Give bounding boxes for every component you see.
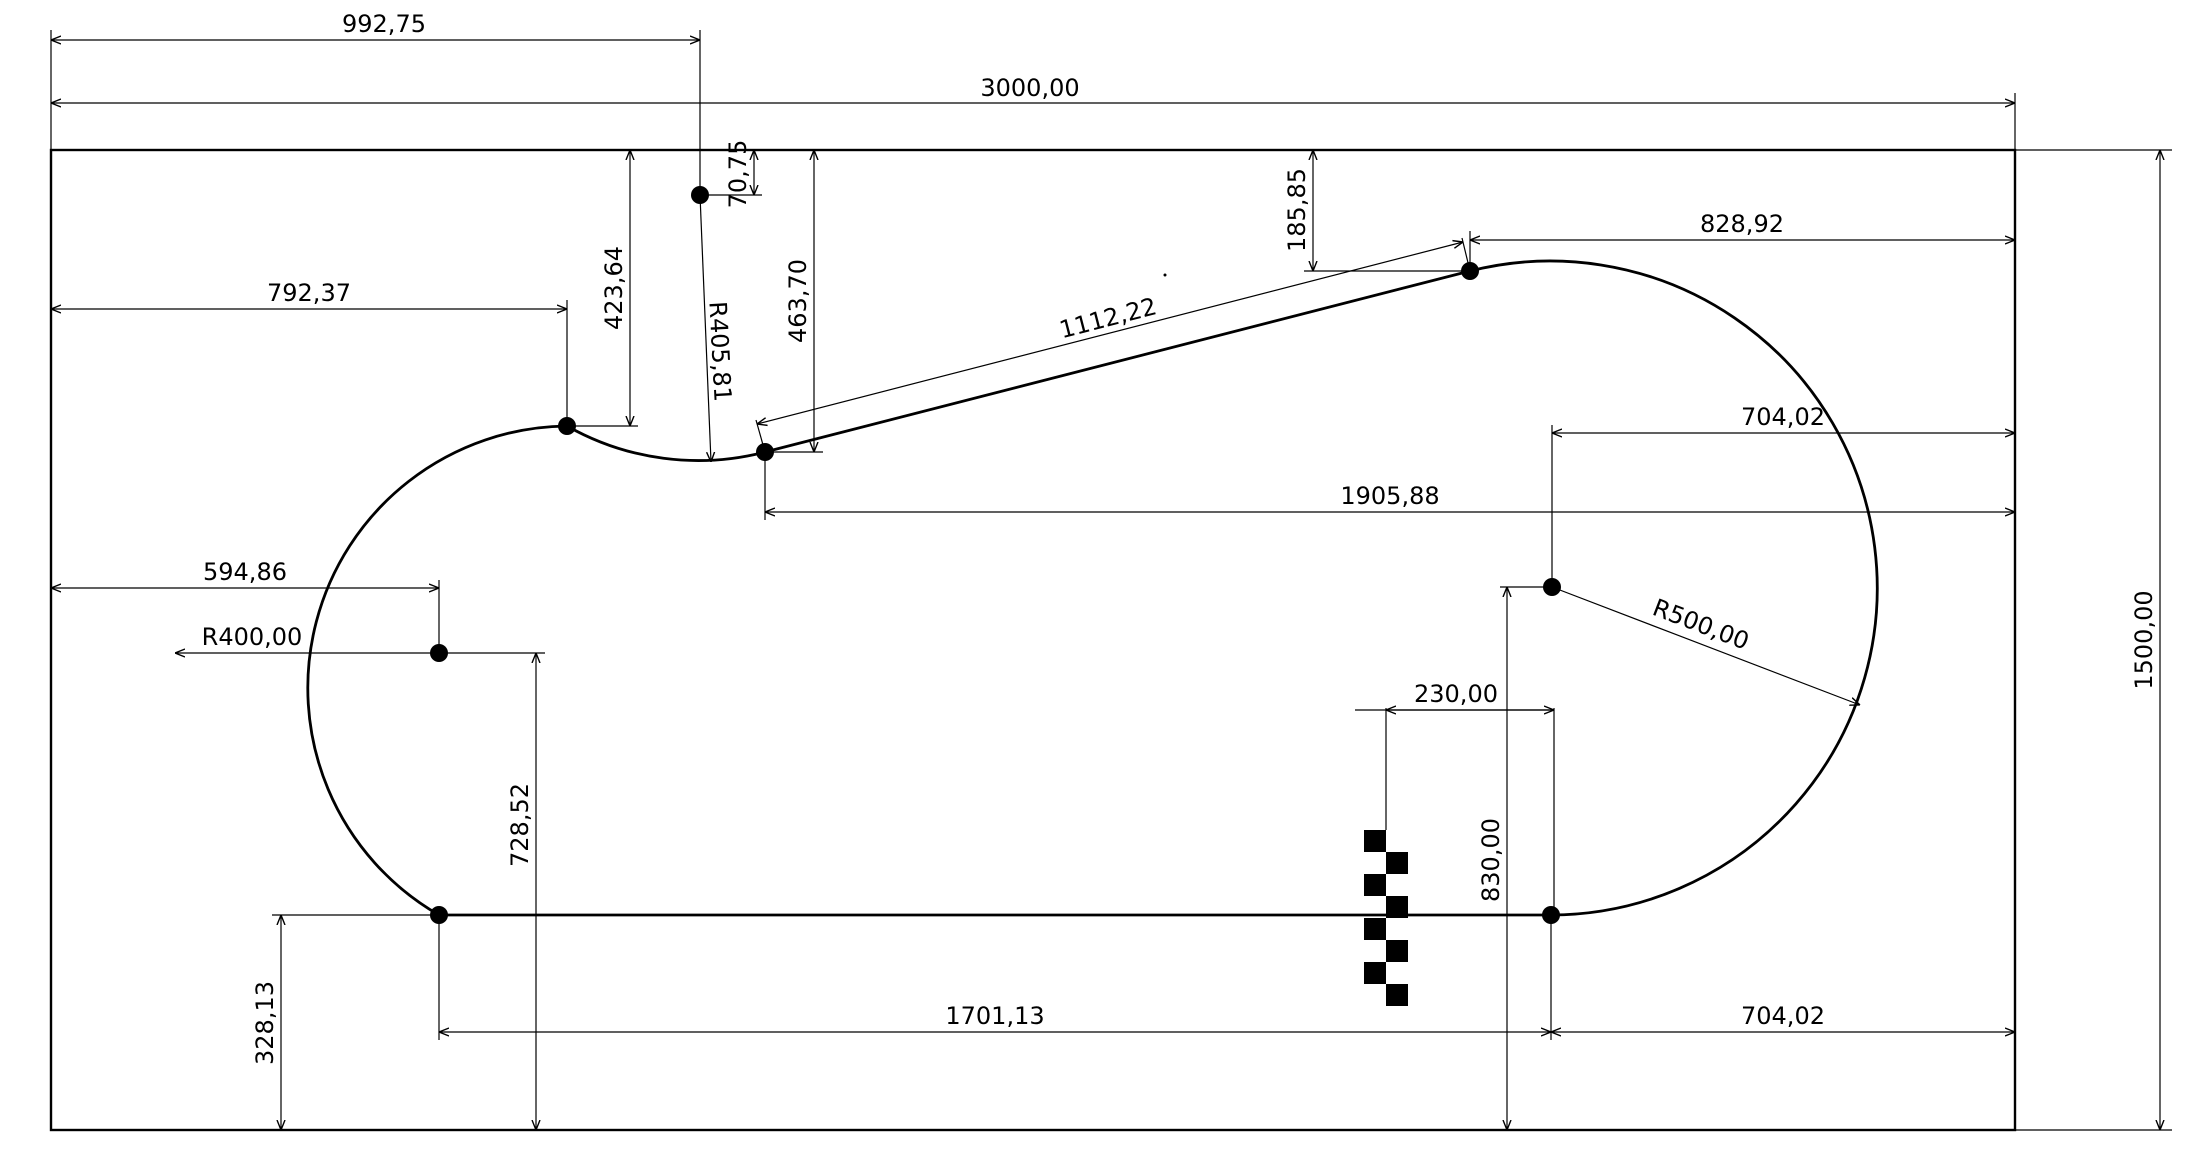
dim-r500: R500,00 xyxy=(1649,593,1753,655)
dimension-lines xyxy=(50,30,2172,1131)
dim-463: 463,70 xyxy=(784,259,812,343)
dim-728: 728,52 xyxy=(506,783,534,867)
dim-70: 70,75 xyxy=(724,140,752,209)
dimension-labels: 992,75 3000,00 1500,00 70,75 R405,81 423… xyxy=(202,10,2158,1065)
dim-1112: 1112,22 xyxy=(1056,292,1159,344)
dim-1500: 1500,00 xyxy=(2130,590,2158,689)
dim-594: 594,86 xyxy=(203,558,287,586)
dim-992: 992,75 xyxy=(342,10,426,38)
dim-3000: 3000,00 xyxy=(980,74,1079,102)
dim-328: 328,13 xyxy=(251,981,279,1065)
board-outline xyxy=(49,148,2017,1132)
dim-828: 828,92 xyxy=(1700,210,1784,238)
finish-line-flag xyxy=(1364,830,1408,1006)
dim-r405: R405,81 xyxy=(703,301,736,403)
dim-185: 185,85 xyxy=(1283,168,1311,252)
dim-830: 830,00 xyxy=(1477,818,1505,902)
dim-1905: 1905,88 xyxy=(1340,482,1439,510)
dim-792: 792,37 xyxy=(267,279,351,307)
dim-704-upper: 704,02 xyxy=(1741,403,1825,431)
stray-mark xyxy=(1163,273,1167,277)
dim-1701: 1701,13 xyxy=(945,1002,1044,1030)
dim-230: 230,00 xyxy=(1414,680,1498,708)
dim-r400: R400,00 xyxy=(202,623,303,651)
dim-704-lower: 704,02 xyxy=(1741,1002,1825,1030)
dim-423: 423,64 xyxy=(600,246,628,330)
track-path xyxy=(306,259,1879,917)
